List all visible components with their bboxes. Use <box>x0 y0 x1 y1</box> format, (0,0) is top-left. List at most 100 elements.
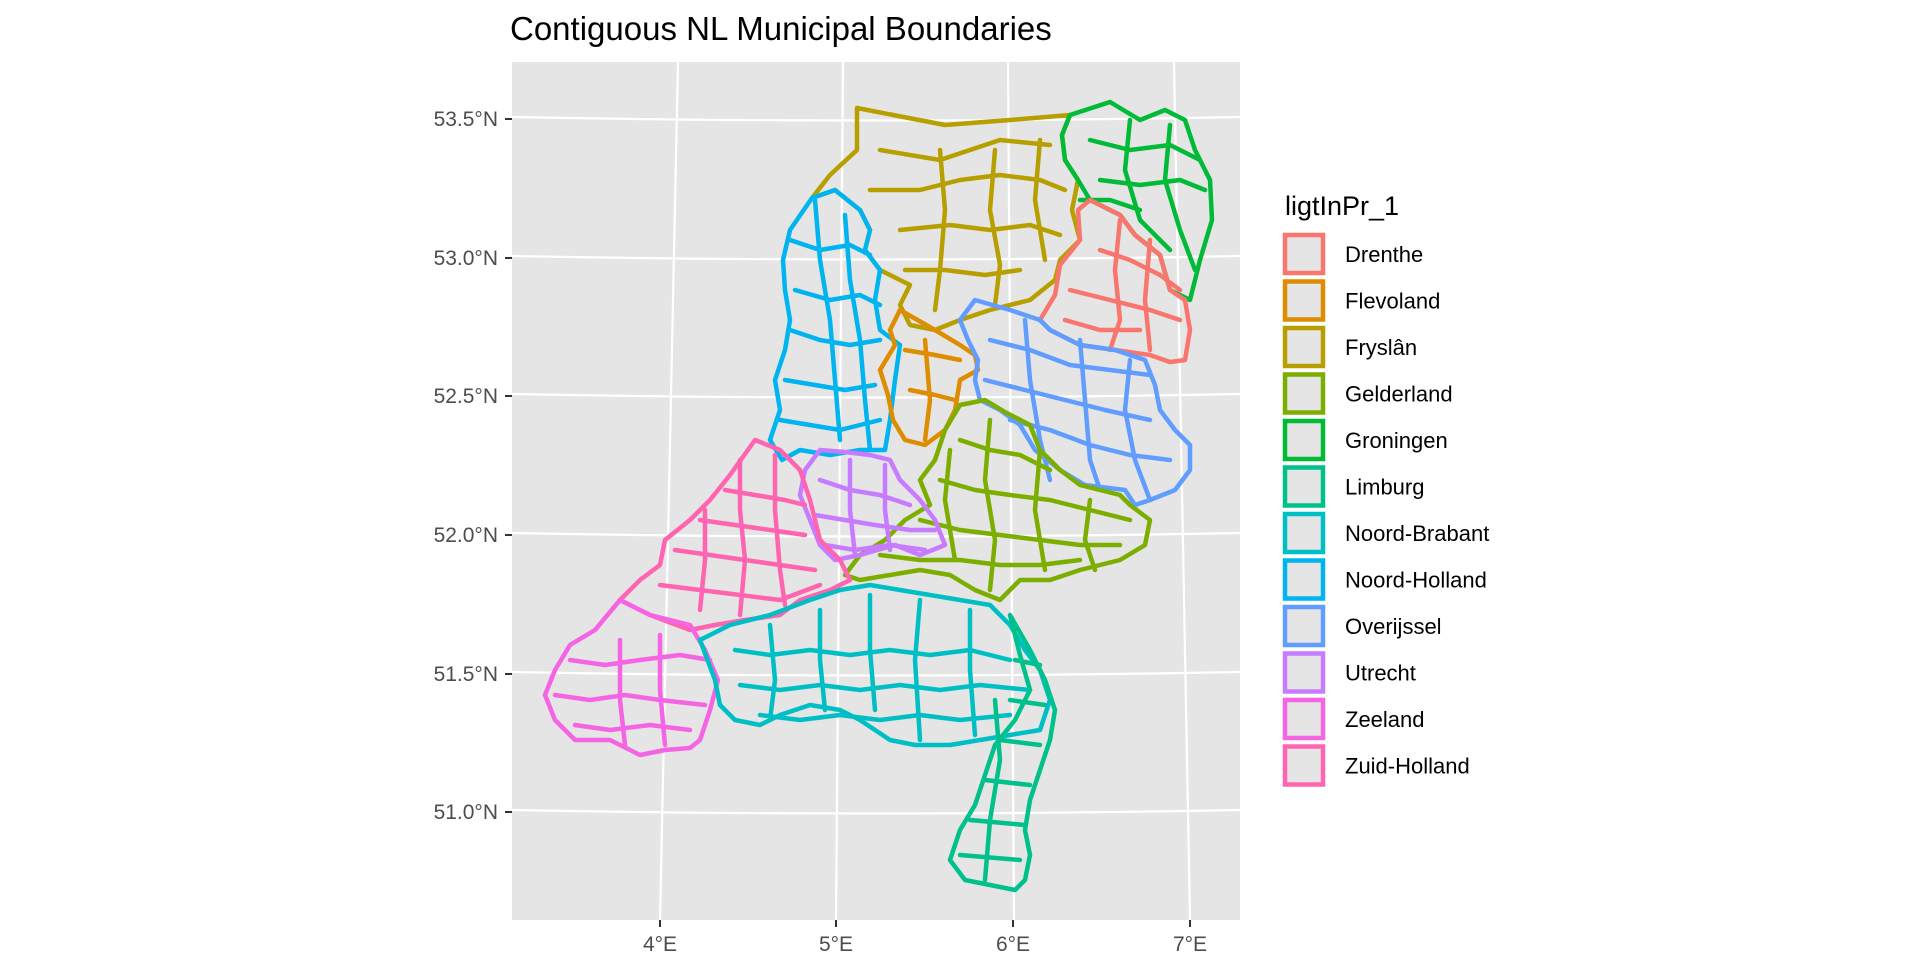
legend-key <box>1282 465 1326 508</box>
municipal-boundary <box>1162 122 1198 273</box>
legend-title: ligtInPr_1 <box>1285 191 1399 221</box>
municipal-boundary <box>912 597 923 743</box>
province-zuid-holland <box>617 437 853 633</box>
legend-key <box>1282 604 1326 648</box>
municipal-boundary <box>767 622 778 723</box>
legend-key <box>1282 511 1326 555</box>
legend-key <box>1282 372 1326 415</box>
municipal-boundary <box>1032 447 1048 573</box>
municipal-boundary <box>967 817 1028 828</box>
municipal-boundary <box>817 607 828 713</box>
municipal-boundary <box>812 197 843 443</box>
x-tick-label: 4°E <box>643 933 677 956</box>
province-utrecht <box>797 447 948 563</box>
municipal-boundary <box>617 637 628 748</box>
municipal-boundary <box>842 212 873 453</box>
municipal-boundary <box>567 652 713 668</box>
province-outline <box>797 447 948 563</box>
municipal-boundary <box>1007 697 1048 708</box>
province-outline <box>1059 99 1215 303</box>
legend-key <box>1282 558 1326 601</box>
x-tick-label: 6°E <box>996 933 1030 956</box>
municipal-boundary <box>1032 137 1048 263</box>
legend-key <box>1282 697 1326 741</box>
municipal-boundary <box>1122 357 1153 503</box>
graticule-line <box>511 670 1241 677</box>
municipal-boundary <box>792 287 883 308</box>
municipal-boundary <box>1087 137 1203 163</box>
legend-label: Noord-Brabant <box>1345 521 1489 546</box>
municipal-boundary <box>957 852 1023 863</box>
x-tick-label: 7°E <box>1173 933 1207 956</box>
municipal-boundary <box>997 737 1043 748</box>
municipal-boundary <box>1097 177 1208 193</box>
legend-item: Utrecht <box>1282 651 1416 694</box>
legend-item: Limburg <box>1282 465 1424 508</box>
municipal-boundary <box>1082 497 1098 573</box>
municipal-boundary <box>812 512 938 533</box>
municipal-boundary <box>1012 657 1043 668</box>
province-noord-brabant <box>697 582 1053 748</box>
municipal-boundary <box>697 517 808 538</box>
municipal-boundary <box>782 377 878 393</box>
municipal-boundary <box>772 452 788 608</box>
legend-label: Overijssel <box>1345 614 1442 639</box>
municipal-boundary <box>982 697 1003 883</box>
legend-item: Overijssel <box>1282 604 1442 648</box>
municipal-boundary <box>757 712 1013 723</box>
municipal-boundary <box>1122 117 1173 253</box>
legend-label: Flevoland <box>1345 289 1440 314</box>
legend-item: Zeeland <box>1282 697 1425 741</box>
municipal-boundary <box>777 417 883 433</box>
municipal-boundary <box>987 337 1153 378</box>
y-tick-label: 53.5°N <box>434 108 498 131</box>
municipal-boundary <box>942 447 958 563</box>
legend-label: Noord-Holland <box>1345 568 1487 593</box>
municipal-boundary <box>737 457 748 618</box>
province-overijssel <box>957 297 1193 508</box>
y-axis: 53.5°N 53.0°N 52.5°N 52.0°N 51.5°N 51.0°N <box>434 108 512 824</box>
municipal-boundary <box>657 632 668 748</box>
municipal-boundary <box>967 607 978 738</box>
graticule-line <box>1172 61 1192 921</box>
graticule-line <box>834 61 845 921</box>
y-tick-label: 51.0°N <box>434 801 498 824</box>
legend-item: Drenthe <box>1282 232 1423 276</box>
municipal-boundary <box>697 507 708 613</box>
y-tick-label: 51.5°N <box>434 663 498 686</box>
legend-key <box>1282 744 1326 787</box>
legend-key <box>1282 279 1326 322</box>
municipal-boundary <box>902 347 963 363</box>
x-tick-label: 5°E <box>819 933 853 956</box>
legend-key <box>1282 325 1326 369</box>
province-noord-holland <box>767 187 903 463</box>
chart-title: Contiguous NL Municipal Boundaries <box>510 10 1052 47</box>
map-panel <box>511 61 1241 921</box>
municipal-boundary <box>982 777 1033 788</box>
municipal-boundary <box>877 137 1053 163</box>
legend-item: Zuid-Holland <box>1282 744 1470 787</box>
legend-label: Fryslân <box>1345 335 1417 360</box>
legend-label: Zuid-Holland <box>1345 754 1470 779</box>
graticule-line <box>658 61 680 921</box>
graticule-line <box>511 254 1241 261</box>
province-outline <box>617 437 853 633</box>
municipal-boundary <box>787 237 873 258</box>
legend-label: Zeeland <box>1345 707 1425 732</box>
legend-key <box>1282 418 1326 462</box>
graticule-line <box>511 392 1241 399</box>
municipal-boundary <box>882 462 893 553</box>
province-outline <box>1037 197 1193 365</box>
legend-label: Groningen <box>1345 428 1448 453</box>
graticule-line <box>511 531 1241 538</box>
legend-label: Limburg <box>1345 475 1424 500</box>
municipal-boundary <box>922 337 933 443</box>
municipal-boundary <box>787 327 883 348</box>
legend-key <box>1282 232 1326 276</box>
legend-item: Groningen <box>1282 418 1448 462</box>
legend-label: Utrecht <box>1345 661 1416 686</box>
graticule-line <box>1006 61 1016 921</box>
legend-item: Flevoland <box>1282 279 1440 322</box>
municipal-boundary <box>552 692 708 708</box>
municipal-boundary <box>1062 317 1143 333</box>
